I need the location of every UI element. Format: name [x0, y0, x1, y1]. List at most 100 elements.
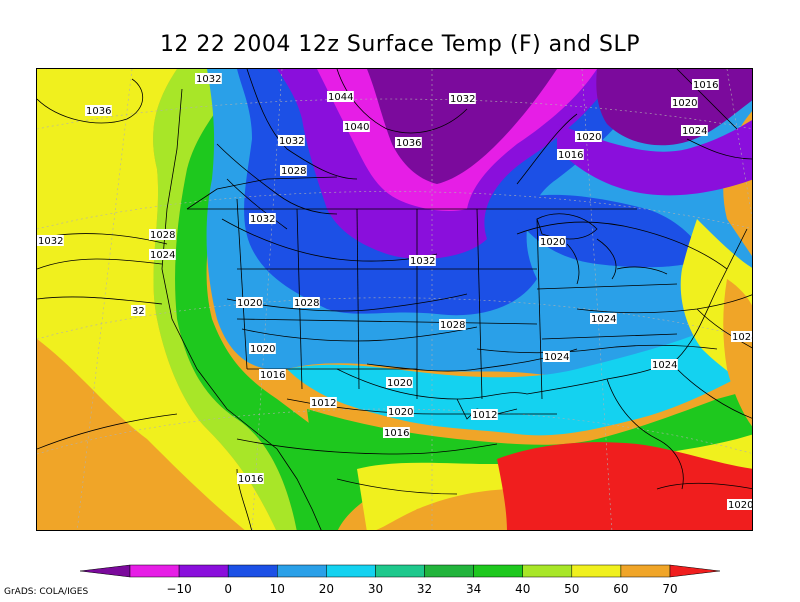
isobar-label: 1016	[557, 149, 584, 161]
isobar-label-text: 1036	[86, 106, 111, 117]
colorbar-tick-label: 34	[466, 582, 481, 596]
map-title: 12 22 2004 12z Surface Temp (F) and SLP	[159, 32, 641, 57]
map-panel: 1032 1016 1036 1044 1032 1020 1040 1024 1032 1036…	[36, 68, 753, 531]
colorbar-cell	[227, 564, 278, 578]
isobar-label-text: 1024	[150, 250, 175, 261]
isobar-label: 1024	[681, 125, 708, 137]
colorbar-cell	[80, 564, 131, 578]
colorbar-cells	[80, 564, 720, 578]
isobar-label: 1020	[671, 97, 698, 109]
colorbar-cell	[620, 564, 671, 578]
colorbar-cell	[522, 564, 573, 578]
isobar-label-text: 1044	[328, 92, 353, 103]
temp-band-60-70-west	[37, 339, 245, 530]
isobar-label: 1012	[310, 397, 337, 409]
isobar-label: 1028	[439, 319, 466, 331]
isobar-label-text: 1016	[238, 474, 263, 485]
isobar-label: 1036	[85, 105, 112, 117]
isobar-label: 1020	[236, 297, 263, 309]
isobar-label: 1020	[575, 131, 602, 143]
temp-band-above-70-gulf	[497, 442, 752, 530]
temp-band-32-34-lakes	[517, 194, 707, 268]
isobar-label: 1024	[543, 351, 570, 363]
isobar-label-text: 1028	[440, 320, 465, 331]
isobar-label: 1020	[727, 499, 753, 511]
isobar-label-text: 1036	[396, 138, 421, 149]
isobar-label-text: 1020	[387, 378, 412, 389]
isobar-label-text: 1032	[410, 256, 435, 267]
isobar-label-text: 1024	[591, 314, 616, 325]
isobar-label: 1016	[383, 427, 410, 439]
temp-band-atlantic-60	[723, 279, 752, 427]
isobar-label: 1044	[327, 91, 354, 103]
isobar-label-text: 1032	[450, 94, 475, 105]
isobar-label-text: 1032	[250, 214, 275, 225]
colorbar-cell	[375, 564, 425, 578]
isobar-label-text: 1016	[693, 80, 718, 91]
isobar-label: 1012	[471, 409, 498, 421]
isobar-label: 1032	[409, 255, 436, 267]
temp-band-ne-violet	[557, 120, 752, 196]
isobar-label: 1032	[195, 73, 222, 85]
colorbar-cell	[424, 564, 474, 578]
isobar-label-text: 1032	[279, 136, 304, 147]
colorbar-tick-label: 10	[270, 582, 285, 596]
isobar-label-text: 1020	[672, 98, 697, 109]
isobar-label: 1020	[249, 343, 276, 355]
grads-credit: GrADS: COLA/IGES	[4, 587, 89, 597]
colorbar-tick-label: −10	[166, 582, 191, 596]
isobar-label: 1016	[259, 369, 286, 381]
colorbar-tick-label: 50	[564, 582, 579, 596]
colorbar-cell	[178, 564, 229, 578]
isobar-label-text: 1020	[237, 298, 262, 309]
temp-band-50-60-west	[37, 69, 277, 530]
isobar-label-text: 1012	[311, 398, 336, 409]
colorbar-cell	[277, 564, 327, 578]
isobar-label: 1036	[395, 137, 422, 149]
isobar-label-text: 1020	[388, 407, 413, 418]
isobar-label-text: 1032	[38, 236, 63, 247]
isobar-label-text: 1024	[652, 360, 677, 371]
colorbar-cell	[326, 564, 376, 578]
isobar-label: 1028	[280, 165, 307, 177]
colorbar-cell	[669, 564, 720, 578]
isobar-label-text: 1028	[732, 332, 753, 343]
colorbar-tick-label: 40	[515, 582, 530, 596]
colorbar-tick-label: 0	[224, 582, 232, 596]
isobar-label-text: 1028	[281, 166, 306, 177]
temperature-map: 1032 1016 1036 1044 1032 1020 1040 1024 1032 1036…	[37, 69, 753, 530]
isobar-label: 1020	[539, 236, 566, 248]
colorbar-tick-label: 30	[368, 582, 383, 596]
isobar-label-text: 1016	[260, 370, 285, 381]
isobar-label-text: 1028	[294, 298, 319, 309]
isobar-labels: 1032 1016 1036 1044 1032 1020 1040 1024 1032 1036…	[37, 73, 753, 511]
colorbar-tick-label: 70	[662, 582, 677, 596]
isobar-label: 1040	[343, 121, 370, 133]
isobar-label-text: 32	[132, 306, 145, 317]
isobar-label-text: 1016	[558, 150, 583, 161]
colorbar-ticks: −10 0 10 20 30 32 34 40 50 60 70	[166, 582, 677, 596]
isobar-label-text: 1020	[576, 132, 601, 143]
isobar-label: 1032	[249, 213, 276, 225]
colorbar-cell	[129, 564, 180, 578]
temp-band-30-32-south	[287, 309, 752, 436]
isobar-label: 1032	[278, 135, 305, 147]
isobar-label: 1028	[731, 331, 753, 343]
isobar-label: 1028	[149, 229, 176, 241]
temperature-colorbar: −10 0 10 20 30 32 34 40 50 60 70	[80, 564, 720, 596]
isobar-label-text: 1012	[472, 410, 497, 421]
isobar-label: 1024	[651, 359, 678, 371]
temp-band-below-minus10	[367, 69, 557, 184]
isobar-label: 1028	[293, 297, 320, 309]
isobar-label-text: 1020	[728, 500, 753, 511]
isobar-label-text: 1016	[384, 428, 409, 439]
isobar-label-text: 1024	[682, 126, 707, 137]
isobar-label: 1020	[386, 377, 413, 389]
isobar-label-text: 1040	[344, 122, 369, 133]
colorbar-cell	[473, 564, 523, 578]
isobar-label-text: 1028	[150, 230, 175, 241]
isobar-label-text: 1032	[196, 74, 221, 85]
isobar-label: 1032	[449, 93, 476, 105]
isobar-label-text: 1020	[540, 237, 565, 248]
isobar-label: 1016	[692, 79, 719, 91]
